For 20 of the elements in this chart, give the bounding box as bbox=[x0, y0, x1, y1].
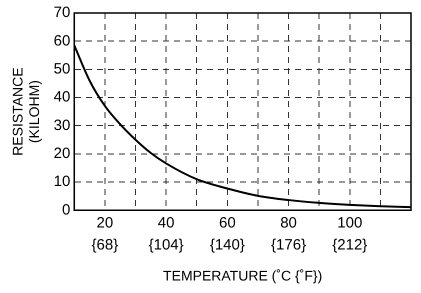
y-tick-label: 50 bbox=[54, 60, 70, 78]
x-tick-label: 80 bbox=[280, 214, 297, 232]
x2-tick-label: {140} bbox=[210, 236, 245, 254]
x-tick-label: 40 bbox=[158, 214, 174, 232]
y-tick-label: 60 bbox=[54, 32, 70, 50]
y-axis-title: RESISTANCE (KILOHM) bbox=[9, 67, 42, 156]
y-tick-label: 30 bbox=[54, 116, 70, 134]
x-tick-label: 60 bbox=[218, 214, 236, 232]
x-axis-title: TEMPERATURE (˚C {˚F}) bbox=[163, 267, 322, 284]
x-tick-label: 20 bbox=[96, 214, 114, 232]
y-tick-label: 70 bbox=[54, 4, 70, 22]
y-tick-label: 0 bbox=[62, 201, 70, 218]
x2-tick-label: {68} bbox=[92, 236, 118, 254]
x-tick-label: 100 bbox=[337, 214, 362, 232]
x2-tick-label: {176} bbox=[271, 236, 306, 254]
x2-tick-label: {104} bbox=[148, 236, 184, 254]
x2-tick-label: {212} bbox=[332, 236, 368, 254]
y-tick-label: 10 bbox=[54, 173, 70, 190]
y-tick-label: 40 bbox=[54, 88, 70, 106]
y-tick-label: 20 bbox=[54, 145, 70, 162]
